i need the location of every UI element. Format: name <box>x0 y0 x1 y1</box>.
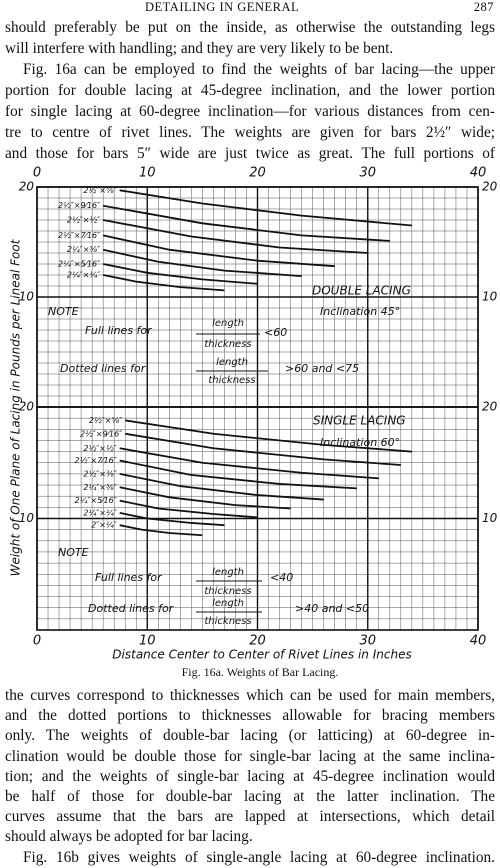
annotation: Full lines for <box>95 571 163 584</box>
curve <box>125 432 401 466</box>
x-tick-label: 40 <box>470 634 487 649</box>
curve <box>119 486 291 510</box>
annotation: NOTE <box>48 305 79 318</box>
text-line: curves assume that the bars are lapped a… <box>5 808 495 826</box>
annotation: <40 <box>270 571 293 584</box>
text-line: only. The weights of double-bar lacing (… <box>5 727 495 745</box>
annotation: Dotted lines for <box>60 362 147 375</box>
curve-label: 2½″×7⁄16″ <box>75 456 117 465</box>
text-line: and those for bars 5″ wide are just twic… <box>5 145 495 162</box>
curve <box>102 204 390 242</box>
x-tick-label: 20 <box>249 634 266 649</box>
annotation: <60 <box>264 326 287 339</box>
x-tick-label: 0 <box>33 634 41 649</box>
text-line: will interfere with handling; and they a… <box>5 40 394 57</box>
curve-label: 2″×¼″ <box>91 521 117 530</box>
curve <box>119 499 258 519</box>
curve-label: 2½″×½″ <box>67 216 100 225</box>
text-line: and the dotted portions to thicknesses a… <box>5 707 495 725</box>
x-tick-label: 10 <box>139 634 156 649</box>
annotation: Inclination 45° <box>320 305 400 318</box>
curve-label: 2¼″×¼″ <box>83 508 116 517</box>
curve-label: 2¼″×5⁄16″ <box>75 496 117 505</box>
text-line: Fig. 16a can be employed to find the wei… <box>23 61 495 78</box>
text-line: should preferably be put on the inside, … <box>5 19 495 36</box>
text-line: tion; and the weights of single-bar laci… <box>5 767 495 785</box>
curve-label: 2½″×⅝″ <box>83 186 116 195</box>
y-tick-label: 20 <box>19 400 35 414</box>
annotation: NOTE <box>58 546 89 559</box>
text-line: Fig. 16b gives weights of single-angle l… <box>23 848 495 866</box>
y-tick-label: 20 <box>482 180 498 194</box>
text-line: portion for double lacing at 45-degree i… <box>5 82 495 99</box>
y-tick-label: 10 <box>19 290 35 304</box>
text-line: should always be adopted for bar lacing. <box>5 828 253 846</box>
curve-label: 2½″×⅝″ <box>89 416 122 425</box>
curve <box>102 274 225 292</box>
curve <box>119 512 225 527</box>
y-tick-label: 10 <box>482 511 498 525</box>
y-tick-label: 20 <box>482 400 498 414</box>
text-line: for single lacing at 60-degree inclinati… <box>5 103 495 120</box>
curve <box>119 473 324 501</box>
curve <box>119 447 379 480</box>
annotation: >40 and <50 <box>295 602 369 615</box>
annotation: SINGLE LACING <box>313 414 406 428</box>
annotation: thickness <box>204 339 251 350</box>
annotation: length <box>216 357 248 368</box>
curve-label: 2¼″×⅜″ <box>67 245 100 254</box>
curve-label: 2½″×9⁄16″ <box>58 201 100 210</box>
curve <box>102 263 258 285</box>
x-tick-label: 30 <box>359 634 376 649</box>
text-line: tre to centre of rivet lines. The weight… <box>5 124 495 141</box>
x-tick-label: 20 <box>249 166 266 181</box>
curve-label: 2½″×9⁄16″ <box>80 429 122 438</box>
curve-label: 2½″×7⁄16″ <box>58 231 100 240</box>
curve-label: 2¼″×⅜″ <box>83 483 116 492</box>
annotation: length <box>212 567 244 578</box>
figure-caption: Fig. 16a. Weights of Bar Lacing. <box>182 665 339 679</box>
running-head: DETAILING IN GENERAL <box>145 0 300 14</box>
curve-label: 2¼″×5⁄16″ <box>58 260 100 269</box>
annotation: DOUBLE LACING <box>312 284 411 298</box>
curve <box>102 248 302 277</box>
annotation: Inclination 60° <box>320 436 400 449</box>
curve <box>102 219 368 254</box>
x-tick-label: 10 <box>139 166 156 181</box>
y-tick-label: 10 <box>482 290 498 304</box>
curve <box>119 189 412 227</box>
annotation: thickness <box>208 375 255 386</box>
annotation: thickness <box>204 616 251 627</box>
annotation: Full lines for <box>85 324 153 337</box>
x-tick-label: 30 <box>359 166 376 181</box>
curve-label: 2½″×½″ <box>83 444 116 453</box>
curve <box>125 419 412 453</box>
page-number: 287 <box>473 0 494 14</box>
annotation: length <box>212 598 244 609</box>
x-tick-label: 40 <box>470 166 487 181</box>
y-tick-label: 20 <box>19 180 35 194</box>
curve <box>119 524 203 537</box>
text-line: be half of those for double-bar lacing a… <box>5 788 495 805</box>
curve-label: 2¼″×¼″ <box>67 271 100 280</box>
annotation: length <box>212 318 244 329</box>
annotation: thickness <box>204 586 251 597</box>
annotation: >60 and <75 <box>285 362 359 375</box>
y-axis-label: Weight of One Plane of Lacing in Pounds … <box>9 238 23 576</box>
annotation: Dotted lines for <box>88 602 175 615</box>
text-line: the curves correspond to thicknesses whi… <box>5 687 495 704</box>
curve <box>102 234 335 268</box>
curve-label: 2½″×⅜″ <box>83 469 116 478</box>
text-line: clination would be double those for sing… <box>5 747 495 765</box>
curve <box>119 459 357 490</box>
x-axis-label: Distance Center to Center of Rivet Lines… <box>112 648 411 662</box>
x-tick-label: 0 <box>33 166 41 181</box>
y-tick-label: 10 <box>19 511 35 525</box>
